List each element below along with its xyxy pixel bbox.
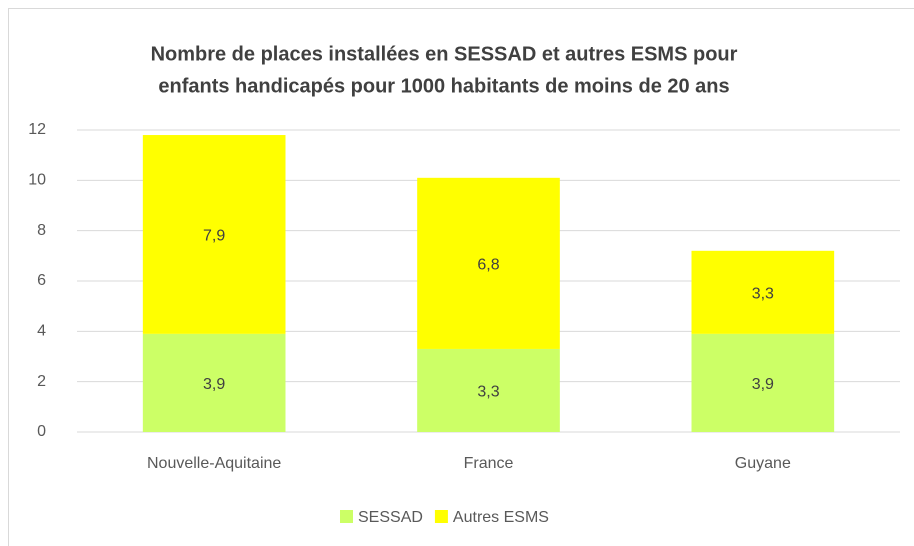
bar-segment <box>142 135 286 334</box>
data-label: 7,9 <box>203 228 225 245</box>
y-tick-label: 0 <box>37 423 46 440</box>
data-label: 3,3 <box>477 384 499 401</box>
data-label: 3,3 <box>752 286 774 303</box>
data-label: 3,9 <box>203 376 225 393</box>
bar-segment <box>142 333 286 432</box>
x-tick-label: France <box>464 455 514 472</box>
y-tick-label: 10 <box>28 172 46 189</box>
y-tick-label: 12 <box>28 121 46 138</box>
y-tick-label: 6 <box>37 272 46 289</box>
y-tick-label: 8 <box>37 222 46 239</box>
legend-label: Autres ESMS <box>453 509 549 526</box>
chart-title: Nombre de places installées en SESSAD et… <box>151 43 738 65</box>
bar-segment <box>417 348 560 432</box>
legend-swatch <box>434 510 448 523</box>
y-tick-label: 4 <box>37 323 46 340</box>
x-tick-label: Guyane <box>735 455 791 472</box>
bar-segment <box>691 333 835 432</box>
data-label: 3,9 <box>752 376 774 393</box>
legend-label: SESSAD <box>358 509 423 526</box>
bar-segment <box>691 250 835 334</box>
chart-title: enfants handicapés pour 1000 habitants d… <box>158 75 729 97</box>
y-tick-label: 2 <box>37 373 46 390</box>
x-tick-label: Nouvelle-Aquitaine <box>147 455 281 472</box>
bar-segment <box>417 177 560 349</box>
legend-swatch <box>340 510 353 523</box>
data-label: 6,8 <box>477 257 499 274</box>
